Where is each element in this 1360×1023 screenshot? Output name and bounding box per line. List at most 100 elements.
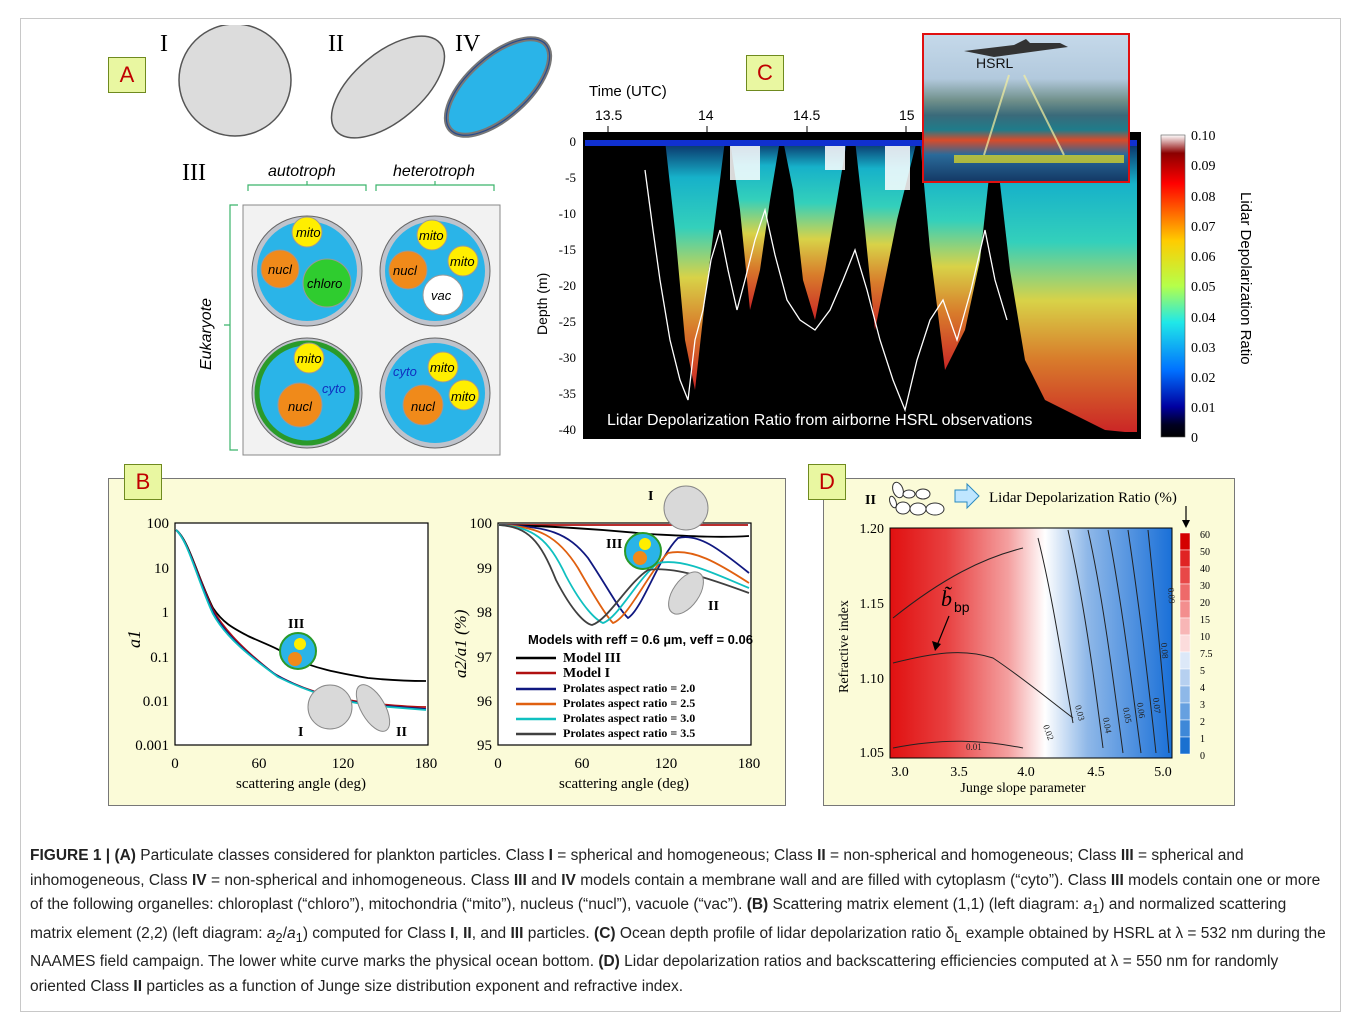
svg-text:0.06: 0.06 [1135, 702, 1147, 719]
svg-text:100: 100 [470, 516, 493, 532]
panel-c-figure: Time (UTC) 13.5 14 14.5 15 Depth (m) 0 -… [534, 83, 1254, 446]
svg-text:20: 20 [1200, 598, 1210, 609]
svg-text:3.0: 3.0 [891, 765, 909, 780]
svg-text:0.01: 0.01 [143, 694, 169, 710]
class-ii-ellipsoid [330, 35, 446, 139]
panel-b-label: B [124, 464, 162, 500]
svg-text:15: 15 [1200, 615, 1210, 626]
svg-text:5.0: 5.0 [1154, 765, 1172, 780]
svg-text:180: 180 [738, 756, 761, 772]
svg-text:0.10: 0.10 [1191, 129, 1216, 144]
svg-text:0.05: 0.05 [1191, 280, 1216, 295]
svg-text:0: 0 [1191, 431, 1198, 446]
svg-text:Prolates aspect ratio = 2.5: Prolates aspect ratio = 2.5 [563, 696, 695, 710]
svg-text:120: 120 [332, 756, 355, 772]
svg-text:1.20: 1.20 [860, 522, 885, 537]
svg-text:0.04: 0.04 [1191, 311, 1216, 326]
svg-text:0.08: 0.08 [1159, 642, 1170, 659]
a1-xlabel: scattering angle (deg) [236, 776, 366, 792]
svg-text:Model III: Model III [563, 651, 621, 666]
svg-text:-20: -20 [559, 278, 576, 293]
hsrl-overlay-text: Lidar Depolarization Ratio from airborne… [607, 412, 1032, 429]
panel-b-figure: 100 10 1 0.1 0.01 0.001 0 60 120 180 sca… [124, 485, 761, 792]
figure-caption: FIGURE 1 | (A) Particulate classes consi… [30, 847, 1326, 995]
svg-text:0.07: 0.07 [1151, 697, 1163, 714]
svg-text:II: II [708, 599, 719, 614]
particle-shapes-icon [889, 481, 945, 516]
svg-text:0: 0 [494, 756, 502, 772]
svg-text:0.001: 0.001 [135, 738, 169, 754]
hsrl-inset-label: HSRL [976, 55, 1014, 71]
svg-text:96: 96 [477, 694, 493, 710]
a1-ylabel: a1 [124, 630, 144, 648]
svg-text:chloro: chloro [307, 276, 342, 291]
svg-text:0.09: 0.09 [1166, 587, 1177, 604]
svg-text:mito: mito [296, 225, 321, 240]
svg-text:120: 120 [655, 756, 678, 772]
svg-text:Prolates aspect ratio = 2.0: Prolates aspect ratio = 2.0 [563, 681, 695, 695]
time-axis-label: Time (UTC) [589, 83, 667, 100]
depol-percent-colorbar [1179, 532, 1191, 755]
time-tick-14-5: 14.5 [793, 107, 820, 123]
svg-text:4.5: 4.5 [1087, 765, 1105, 780]
time-tick-15: 15 [899, 107, 915, 123]
panel-c-label: C [746, 55, 784, 91]
svg-text:98: 98 [477, 605, 492, 621]
svg-text:II: II [396, 725, 407, 740]
svg-text:0.06: 0.06 [1191, 250, 1216, 265]
svg-text:60: 60 [575, 756, 590, 772]
svg-text:40: 40 [1200, 564, 1210, 575]
svg-text:nucl: nucl [393, 263, 418, 278]
svg-text:1: 1 [162, 605, 170, 621]
colorbar-title: Lidar Depolarization Ratio [1237, 192, 1254, 365]
heterotroph-header: heterotroph [393, 163, 475, 180]
svg-text:0.02: 0.02 [1191, 371, 1216, 386]
bbp-label: b̃ [941, 586, 952, 611]
class-i-label: I [160, 31, 168, 57]
svg-text:0.08: 0.08 [1191, 190, 1216, 205]
svg-text:1.10: 1.10 [860, 672, 885, 687]
svg-text:-10: -10 [559, 206, 576, 221]
svg-text:nucl: nucl [411, 399, 436, 414]
time-tick-13-5: 13.5 [595, 107, 622, 123]
panel-a-label: A [108, 57, 146, 93]
svg-text:10: 10 [1200, 632, 1210, 643]
svg-text:95: 95 [477, 738, 492, 754]
right-arrow-icon [954, 482, 980, 510]
svg-text:99: 99 [477, 561, 492, 577]
legend-title: Models with reff = 0.6 µm, veff = 0.06 [528, 632, 753, 647]
svg-text:0.07: 0.07 [1191, 220, 1216, 235]
svg-text:1: 1 [1200, 734, 1205, 745]
a2a1-xlabel: scattering angle (deg) [559, 776, 689, 792]
svg-text:-35: -35 [559, 386, 576, 401]
svg-text:0: 0 [1200, 751, 1205, 762]
svg-text:I: I [298, 725, 303, 740]
class-i-sphere [178, 25, 292, 137]
svg-text:3.5: 3.5 [950, 765, 968, 780]
svg-text:0.05: 0.05 [1121, 707, 1134, 725]
depol-heatmap [889, 527, 1173, 759]
panel-d-figure: II Lidar Depolarization Ratio (%) 0.01 0… [837, 481, 1213, 796]
svg-text:vac: vac [431, 288, 452, 303]
svg-text:mito: mito [430, 360, 455, 375]
svg-text:cyto: cyto [322, 381, 346, 396]
bbp-sub: bp [954, 599, 970, 615]
svg-text:-30: -30 [559, 350, 576, 365]
depth-axis-label: Depth (m) [534, 273, 550, 335]
svg-text:0.01: 0.01 [1191, 401, 1216, 416]
class-ii-label: II [328, 31, 344, 57]
svg-text:180: 180 [415, 756, 438, 772]
svg-text:0.03: 0.03 [1191, 341, 1216, 356]
svg-text:100: 100 [147, 516, 170, 532]
class-ii-tag: II [865, 493, 876, 508]
svg-text:0.1: 0.1 [150, 650, 169, 666]
svg-text:60: 60 [1200, 530, 1210, 541]
svg-text:1.15: 1.15 [860, 597, 885, 612]
svg-text:0: 0 [570, 134, 577, 149]
class-iv-label: IV [455, 31, 481, 57]
svg-text:-5: -5 [565, 170, 576, 185]
autotroph-header: autotroph [268, 163, 336, 180]
cell-heterotroph-2: cyto mito mito nucl [379, 337, 491, 449]
svg-text:Prolates aspect ratio = 3.0: Prolates aspect ratio = 3.0 [563, 711, 695, 725]
svg-text:10: 10 [154, 561, 169, 577]
